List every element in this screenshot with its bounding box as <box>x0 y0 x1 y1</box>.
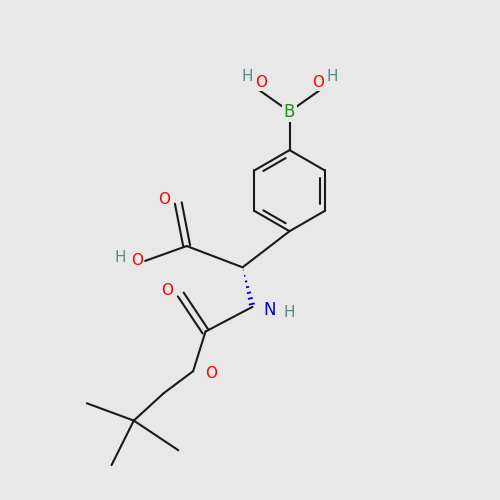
Text: B: B <box>284 102 295 120</box>
Text: H: H <box>114 250 126 265</box>
Text: N: N <box>264 302 276 320</box>
Text: O: O <box>161 283 173 298</box>
Text: O: O <box>206 366 218 381</box>
Text: O: O <box>158 192 170 206</box>
Text: O: O <box>255 76 267 90</box>
Text: H: H <box>283 306 294 320</box>
Text: O: O <box>130 254 142 268</box>
Text: O: O <box>312 76 324 90</box>
Text: H: H <box>326 70 338 84</box>
Text: H: H <box>242 70 253 84</box>
